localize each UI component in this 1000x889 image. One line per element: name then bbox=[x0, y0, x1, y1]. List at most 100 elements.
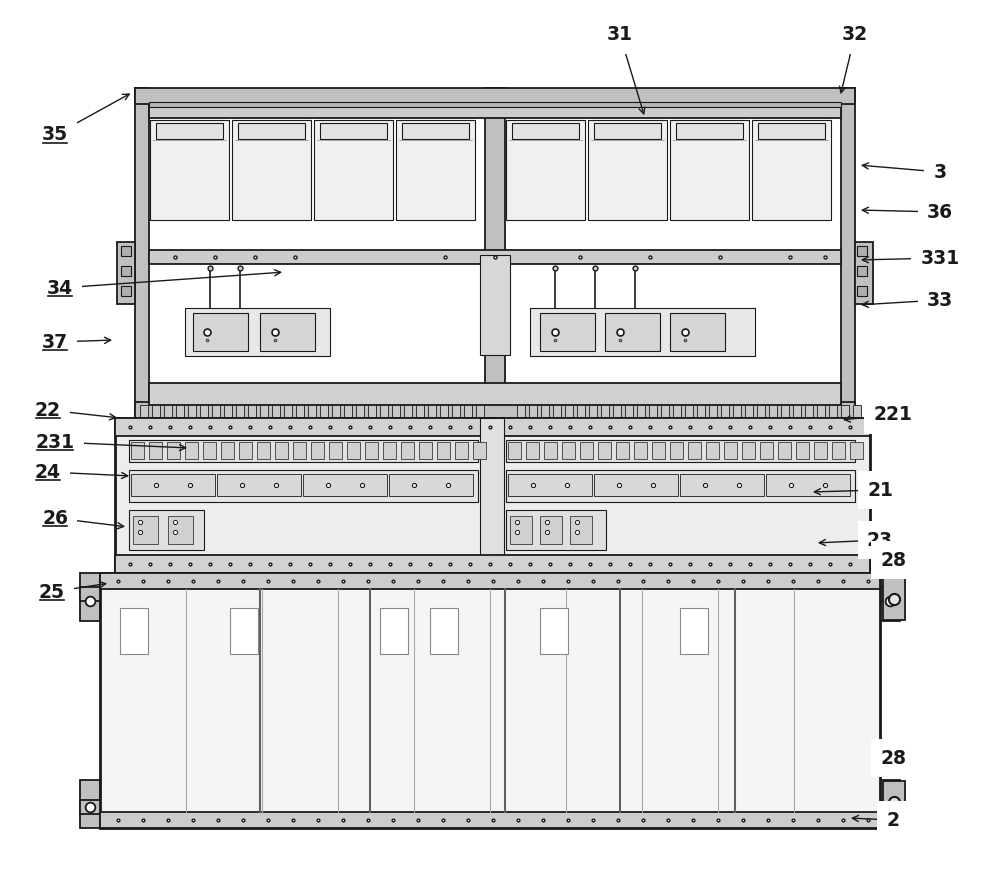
Bar bbox=[680, 474, 764, 496]
Text: 221: 221 bbox=[874, 405, 912, 425]
Bar bbox=[308, 405, 316, 418]
Text: 36: 36 bbox=[927, 203, 953, 221]
Bar bbox=[577, 405, 585, 418]
Bar bbox=[135, 88, 149, 418]
Bar bbox=[193, 313, 248, 351]
Bar bbox=[680, 608, 708, 654]
Text: 28: 28 bbox=[880, 749, 906, 767]
Bar bbox=[428, 405, 436, 418]
Bar bbox=[140, 405, 148, 418]
Bar bbox=[100, 812, 880, 828]
Bar bbox=[296, 405, 304, 418]
Bar bbox=[697, 405, 705, 418]
Text: 2: 2 bbox=[887, 811, 900, 829]
Bar bbox=[594, 474, 678, 496]
Bar bbox=[272, 405, 280, 418]
Bar bbox=[320, 123, 387, 139]
Bar bbox=[688, 442, 701, 459]
Bar bbox=[526, 442, 539, 459]
Bar bbox=[883, 781, 905, 823]
Bar bbox=[625, 405, 633, 418]
Bar bbox=[673, 405, 681, 418]
Bar bbox=[506, 470, 855, 502]
Bar bbox=[275, 442, 288, 459]
Bar bbox=[480, 418, 504, 573]
Bar bbox=[616, 442, 629, 459]
Bar bbox=[742, 442, 755, 459]
Bar bbox=[129, 510, 204, 550]
Bar bbox=[149, 383, 841, 405]
Text: 28: 28 bbox=[880, 550, 906, 570]
Bar bbox=[829, 405, 837, 418]
Bar bbox=[517, 405, 525, 418]
Bar bbox=[149, 442, 162, 459]
Bar bbox=[440, 405, 448, 418]
Bar bbox=[260, 405, 268, 418]
Bar bbox=[452, 405, 460, 418]
Bar bbox=[356, 405, 364, 418]
Bar bbox=[841, 88, 855, 418]
Bar bbox=[212, 405, 220, 418]
Bar bbox=[121, 246, 131, 256]
Bar bbox=[637, 405, 645, 418]
Bar bbox=[588, 120, 667, 220]
Bar bbox=[176, 405, 184, 418]
Bar bbox=[553, 405, 561, 418]
Bar bbox=[512, 123, 579, 139]
Bar bbox=[437, 442, 450, 459]
Text: 31: 31 bbox=[607, 26, 633, 44]
Bar bbox=[389, 474, 473, 496]
Bar bbox=[817, 405, 825, 418]
Bar bbox=[347, 442, 360, 459]
Bar bbox=[149, 250, 841, 264]
Bar bbox=[570, 516, 592, 544]
Text: 34: 34 bbox=[47, 278, 73, 298]
Bar bbox=[368, 405, 376, 418]
Bar bbox=[778, 442, 791, 459]
Bar bbox=[685, 405, 693, 418]
Text: 3: 3 bbox=[933, 163, 947, 181]
Bar bbox=[185, 442, 198, 459]
Bar bbox=[230, 608, 258, 654]
Bar bbox=[401, 442, 414, 459]
Bar bbox=[293, 442, 306, 459]
Bar bbox=[594, 123, 661, 139]
Bar bbox=[752, 120, 831, 220]
Bar bbox=[365, 442, 378, 459]
Bar bbox=[150, 120, 229, 220]
Bar bbox=[670, 313, 725, 351]
Bar bbox=[100, 573, 880, 589]
Bar bbox=[841, 405, 849, 418]
Bar bbox=[706, 442, 719, 459]
Text: 21: 21 bbox=[867, 480, 893, 500]
Bar bbox=[430, 608, 458, 654]
Text: 23: 23 bbox=[867, 531, 893, 549]
Bar bbox=[793, 405, 801, 418]
Bar bbox=[805, 405, 813, 418]
Bar bbox=[709, 405, 717, 418]
Bar bbox=[80, 587, 115, 601]
Bar bbox=[853, 405, 861, 418]
Bar bbox=[508, 474, 592, 496]
Bar bbox=[540, 313, 595, 351]
Bar bbox=[135, 88, 855, 104]
Bar bbox=[332, 405, 340, 418]
Bar bbox=[676, 123, 743, 139]
Bar bbox=[464, 405, 472, 418]
Bar bbox=[485, 88, 505, 418]
Bar bbox=[613, 405, 621, 418]
Bar bbox=[149, 106, 841, 118]
Bar bbox=[760, 442, 773, 459]
Bar bbox=[598, 442, 611, 459]
Bar bbox=[601, 405, 609, 418]
Bar bbox=[260, 313, 315, 351]
Bar bbox=[117, 242, 135, 304]
Bar bbox=[133, 516, 158, 544]
Bar bbox=[311, 442, 324, 459]
Bar bbox=[257, 442, 270, 459]
Bar bbox=[380, 608, 408, 654]
Bar bbox=[248, 405, 256, 418]
Bar bbox=[185, 308, 330, 356]
Bar bbox=[236, 405, 244, 418]
Bar bbox=[200, 405, 208, 418]
